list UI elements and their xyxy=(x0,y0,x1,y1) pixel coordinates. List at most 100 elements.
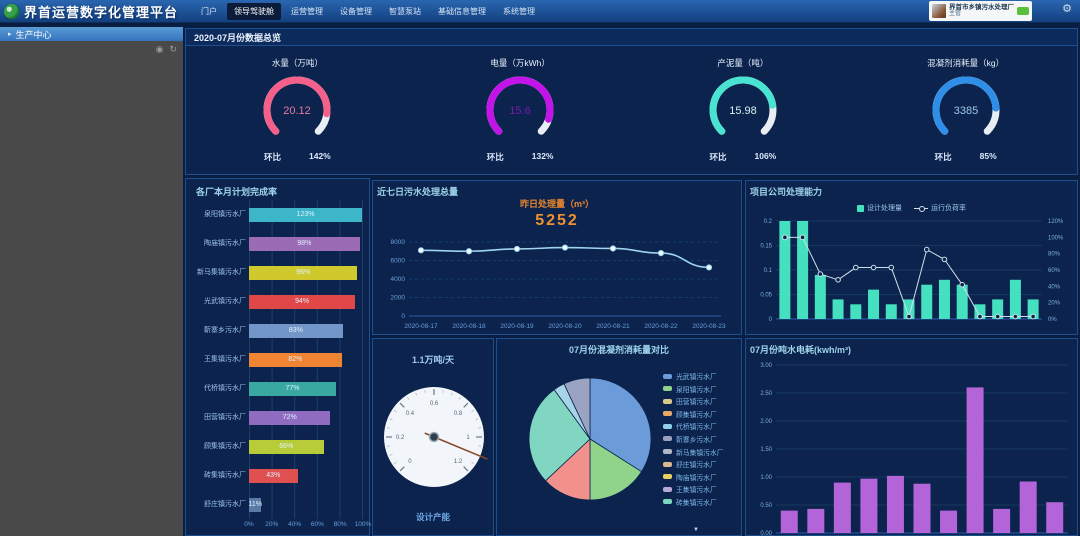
plan-completion-chart: 各厂本月计划完成率 泉阳镇污水厂 123% 陶庙镇污水厂 98% 新马集镇污水厂 96% 光武… xyxy=(192,181,371,531)
menu-item-6[interactable]: 系统管理 xyxy=(503,6,536,16)
svg-text:40%: 40% xyxy=(1048,284,1061,290)
svg-text:0.00: 0.00 xyxy=(760,531,772,535)
menu-item-4[interactable]: 智慧泵站 xyxy=(389,6,422,16)
legend-item-5[interactable]: 靳寨乡污水厂 xyxy=(663,434,724,444)
bar-value-label: 123% xyxy=(296,211,315,218)
chart-title: 项目公司处理能力 xyxy=(750,187,823,197)
bar-value-label: 98% xyxy=(297,240,312,247)
legend-square-icon xyxy=(857,204,864,212)
legend-item-4[interactable]: 代桥镇污水厂 xyxy=(663,421,724,431)
svg-text:15.98: 15.98 xyxy=(729,105,757,117)
menu-item-2[interactable]: 运营管理 xyxy=(291,6,324,16)
user-box[interactable]: 界首市乡镇污水处理厂 主管 xyxy=(929,1,1032,21)
sidebar-header[interactable]: ▸ 生产中心 xyxy=(0,27,183,41)
legend-name: 舒庄镇污水厂 xyxy=(676,462,717,470)
legend-dot-icon xyxy=(663,373,672,379)
svg-text:20.12: 20.12 xyxy=(284,105,312,117)
plan-bars: 泉阳镇污水厂 123% 陶庙镇污水厂 98% 新马集镇污水厂 96% 光武镇污水厂 94% 靳寨… xyxy=(192,200,363,519)
svg-text:4000: 4000 xyxy=(391,276,406,283)
svg-text:1: 1 xyxy=(466,435,470,441)
svg-text:0.2: 0.2 xyxy=(764,219,773,225)
settings-gear-icon[interactable]: ⚙ xyxy=(1062,3,1072,15)
ratio-value: 142% xyxy=(309,151,331,161)
legend-item-7[interactable]: 舒庄镇污水厂 xyxy=(663,459,724,469)
legend-dot-icon xyxy=(663,474,672,480)
svg-text:2020-08-21: 2020-08-21 xyxy=(596,323,630,330)
bar: 98% xyxy=(249,236,360,251)
bar-track: 83% xyxy=(249,316,363,345)
bar: 82% xyxy=(249,352,342,367)
menu-item-5[interactable]: 基础信息管理 xyxy=(438,6,487,16)
sidebar-tools: ◉ ↻ xyxy=(156,45,177,54)
bar-row: 靳寨乡污水厂 83% xyxy=(192,316,363,345)
legend-dot-icon xyxy=(663,411,672,417)
svg-text:2020-08-17: 2020-08-17 xyxy=(404,323,438,330)
legend-line-dot xyxy=(919,205,925,212)
svg-text:3385: 3385 xyxy=(953,105,977,117)
panel-plan-completion: 各厂本月计划完成率 泉阳镇污水厂 123% 陶庙镇污水厂 98% 新马集镇污水厂 96% 光武… xyxy=(185,178,371,536)
x-axis-tick: 0% xyxy=(244,521,254,528)
pin-icon[interactable]: ◉ xyxy=(155,44,164,54)
app-title: 界首运营数字化管理平台 xyxy=(24,4,179,20)
legend-item-9[interactable]: 王集镇污水厂 xyxy=(663,484,724,494)
bar-value-label: 11% xyxy=(248,501,262,508)
menu-item-3[interactable]: 设备管理 xyxy=(340,6,373,16)
legend-item-8[interactable]: 陶庙镇污水厂 xyxy=(663,472,724,482)
bar-row: 舒庄镇污水厂 11% xyxy=(192,490,363,519)
legend-item-2[interactable]: 田营镇污水厂 xyxy=(663,396,724,406)
legend-dot-icon xyxy=(663,486,672,492)
legend-item-bars[interactable]: 设计处理量 xyxy=(857,203,902,213)
bar-track: 11% xyxy=(248,490,363,519)
gauge-ratio: 环比 142% xyxy=(264,151,331,163)
x-axis-ticks: 0% 20% 40% 60% 80% 100% xyxy=(244,519,371,531)
bar: 123% xyxy=(249,207,362,222)
legend-scroll-icon[interactable]: ▼ xyxy=(693,527,699,533)
svg-text:1.2: 1.2 xyxy=(454,459,463,465)
gauge-1: 电量（万kWh） 15.6 环比 132% xyxy=(445,57,595,163)
menu-item-0[interactable]: 门户 xyxy=(201,6,218,16)
bar: 43% xyxy=(249,468,298,483)
chart-title: 07月份吨水电耗(kwh/m³) xyxy=(750,345,852,355)
bar-category-label: 王集镇污水厂 xyxy=(204,356,246,363)
bar-track: 98% xyxy=(249,229,363,258)
legend-item-0[interactable]: 光武镇污水厂 xyxy=(663,371,724,381)
combo-plot: 0 0.05 0.1 0.15 0.2 0% 20% 40% 60% 80% 100% 120% xyxy=(760,219,1064,323)
legend-dot-icon xyxy=(663,398,672,404)
legend-name: 光武镇污水厂 xyxy=(676,374,717,381)
legend-item-1[interactable]: 泉阳镇污水厂 xyxy=(663,384,724,394)
x-axis-tick: 60% xyxy=(310,521,324,528)
gauge-ring-icon: 3385 xyxy=(932,76,1000,135)
sidebar-body: ◉ ↻ xyxy=(0,41,183,536)
combo-legend: 设计处理量 运行负荷率 xyxy=(746,203,1077,213)
dial-title: 1.1万吨/天 xyxy=(411,355,454,365)
ratio-value: 132% xyxy=(531,151,554,161)
bar-row: 王集镇污水厂 82% xyxy=(192,345,363,374)
bar-value-label: 96% xyxy=(296,269,311,276)
bar-track: 72% xyxy=(249,403,363,432)
gauge-ratio: 环比 85% xyxy=(935,151,997,163)
gauge-label: 混凝剂消耗量（kg） xyxy=(927,58,1005,68)
legend-name: 运行负荷率 xyxy=(931,205,966,212)
bar-value-label: 72% xyxy=(282,414,297,421)
menu-item-1[interactable]: 领导驾驶舱 xyxy=(227,2,282,20)
legend-item-6[interactable]: 新马集镇污水厂 xyxy=(663,447,724,457)
ratio-value: 85% xyxy=(979,151,997,161)
bar-track: 43% xyxy=(249,461,363,490)
legend-name: 靳寨乡污水厂 xyxy=(676,436,717,444)
refresh-icon[interactable]: ↻ xyxy=(169,44,177,54)
bar-category-label: 新马集镇污水厂 xyxy=(197,269,246,276)
svg-text:3.00: 3.00 xyxy=(760,363,772,369)
bar-value-label: 77% xyxy=(285,385,300,392)
dial-sublabel: 设计产能 xyxy=(415,512,450,522)
bar-track: 82% xyxy=(249,345,363,374)
yesterday-block: 昨日处理量（m³） 5252 xyxy=(373,197,741,230)
legend-item-line[interactable]: 运行负荷率 xyxy=(914,203,966,213)
expand-icon: ▸ xyxy=(8,31,12,38)
bar: 66% xyxy=(249,439,324,454)
bar-value-label: 66% xyxy=(279,443,294,450)
bar-track: 94% xyxy=(249,287,363,316)
legend-item-3[interactable]: 顾集镇污水厂 xyxy=(663,409,724,419)
legend-item-10[interactable]: 砖集镇污水厂 xyxy=(663,497,724,507)
svg-text:120%: 120% xyxy=(1048,219,1064,225)
chart-title: 近七日污水处理总量 xyxy=(377,187,459,197)
